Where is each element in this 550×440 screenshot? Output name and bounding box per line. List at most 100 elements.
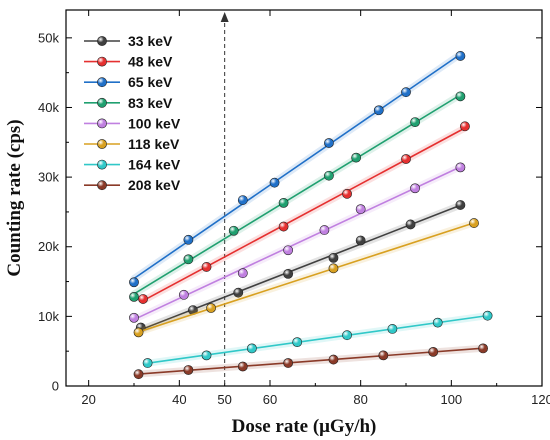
data-point xyxy=(283,358,294,368)
legend-label: 100 keV xyxy=(128,115,181,131)
series-5 xyxy=(129,162,466,324)
data-point xyxy=(355,204,366,215)
data-point xyxy=(133,327,144,338)
x-tick-label-reference: 50 xyxy=(217,392,231,407)
data-point xyxy=(478,343,488,354)
data-point xyxy=(410,183,420,194)
series-3 xyxy=(129,50,466,288)
legend-label: 164 keV xyxy=(128,157,181,173)
data-point xyxy=(401,87,411,98)
legend-label: 65 keV xyxy=(128,74,173,90)
legend-marker xyxy=(97,180,107,191)
data-point xyxy=(328,263,339,274)
data-point xyxy=(410,117,420,128)
data-point xyxy=(319,225,330,235)
data-point xyxy=(432,317,443,328)
data-point xyxy=(237,361,248,372)
data-point xyxy=(378,350,389,361)
fit-line xyxy=(142,127,466,302)
data-point xyxy=(482,310,493,321)
data-point xyxy=(233,287,244,298)
reference-line xyxy=(220,12,229,384)
data-point xyxy=(455,200,466,210)
data-point xyxy=(138,294,148,304)
legend-marker xyxy=(97,159,107,170)
data-point xyxy=(342,330,352,341)
legend-marker xyxy=(97,36,107,46)
series-1 xyxy=(135,200,466,334)
y-tick-label: 0 xyxy=(52,379,59,394)
legend-marker xyxy=(97,118,107,129)
series-layer xyxy=(129,50,493,380)
data-point xyxy=(373,105,384,116)
data-point xyxy=(183,234,194,245)
data-point xyxy=(324,138,334,148)
data-point xyxy=(292,337,303,348)
legend-label: 83 keV xyxy=(128,95,173,111)
data-point xyxy=(142,358,153,368)
data-point xyxy=(469,218,479,228)
data-point xyxy=(328,252,339,263)
data-point xyxy=(129,312,139,323)
series-6 xyxy=(133,218,479,338)
series-4 xyxy=(129,91,466,302)
data-point xyxy=(278,197,289,208)
x-tick-label: 20 xyxy=(81,392,95,407)
data-point xyxy=(178,289,189,300)
data-point xyxy=(228,225,239,236)
legend-marker xyxy=(97,139,107,149)
data-point xyxy=(129,277,139,288)
data-point xyxy=(246,343,257,354)
data-point xyxy=(324,170,334,181)
data-point xyxy=(201,262,212,272)
data-point xyxy=(387,324,398,334)
data-point xyxy=(405,219,416,230)
y-tick-label: 20k xyxy=(38,239,59,254)
data-point xyxy=(278,221,289,232)
data-point xyxy=(455,91,466,102)
y-tick-label: 40k xyxy=(38,100,59,115)
data-point xyxy=(206,303,216,313)
x-tick-label: 120 xyxy=(531,392,550,407)
x-tick-label: 80 xyxy=(353,392,367,407)
data-point xyxy=(237,195,248,205)
data-point xyxy=(133,369,144,380)
axis-ticks: 20 40 60 80 100 120 50 0 10k 20k 30k 40k 50k xyxy=(38,10,550,407)
x-axis-title: Dose rate (μGy/h) xyxy=(232,416,377,437)
fit-line xyxy=(138,347,484,375)
data-point xyxy=(455,51,466,61)
legend-label: 33 keV xyxy=(128,33,173,49)
legend-marker xyxy=(97,56,107,67)
legend-label: 118 keV xyxy=(128,136,180,152)
data-point xyxy=(455,162,466,173)
legend-label: 208 keV xyxy=(128,177,181,193)
fit-line xyxy=(138,222,475,333)
series-8 xyxy=(133,343,488,380)
y-tick-label: 30k xyxy=(38,170,59,185)
reference-arrow-head xyxy=(220,12,229,22)
data-point xyxy=(269,177,280,188)
y-axis-title: Counting rate (cps) xyxy=(4,119,25,276)
data-point xyxy=(401,154,411,164)
data-point xyxy=(237,268,248,279)
legend: 33 keV 48 keV 65 keV 83 keV 100 keV 118 keV 16… xyxy=(84,33,181,193)
data-point xyxy=(355,235,366,246)
x-tick-label: 40 xyxy=(172,392,186,407)
data-point xyxy=(283,245,294,256)
x-tick-label: 60 xyxy=(263,392,277,407)
data-point xyxy=(201,350,212,361)
x-tick-label: 100 xyxy=(440,392,462,407)
series-7 xyxy=(142,310,493,368)
data-point xyxy=(129,291,139,302)
data-point xyxy=(183,254,194,265)
series-2 xyxy=(138,121,470,305)
legend-label: 48 keV xyxy=(128,54,173,70)
plot-frame xyxy=(65,9,543,387)
data-point xyxy=(183,365,194,375)
legend-marker xyxy=(97,97,107,108)
y-tick-label: 50k xyxy=(38,30,59,45)
data-point xyxy=(428,346,439,357)
legend-marker xyxy=(97,77,107,88)
